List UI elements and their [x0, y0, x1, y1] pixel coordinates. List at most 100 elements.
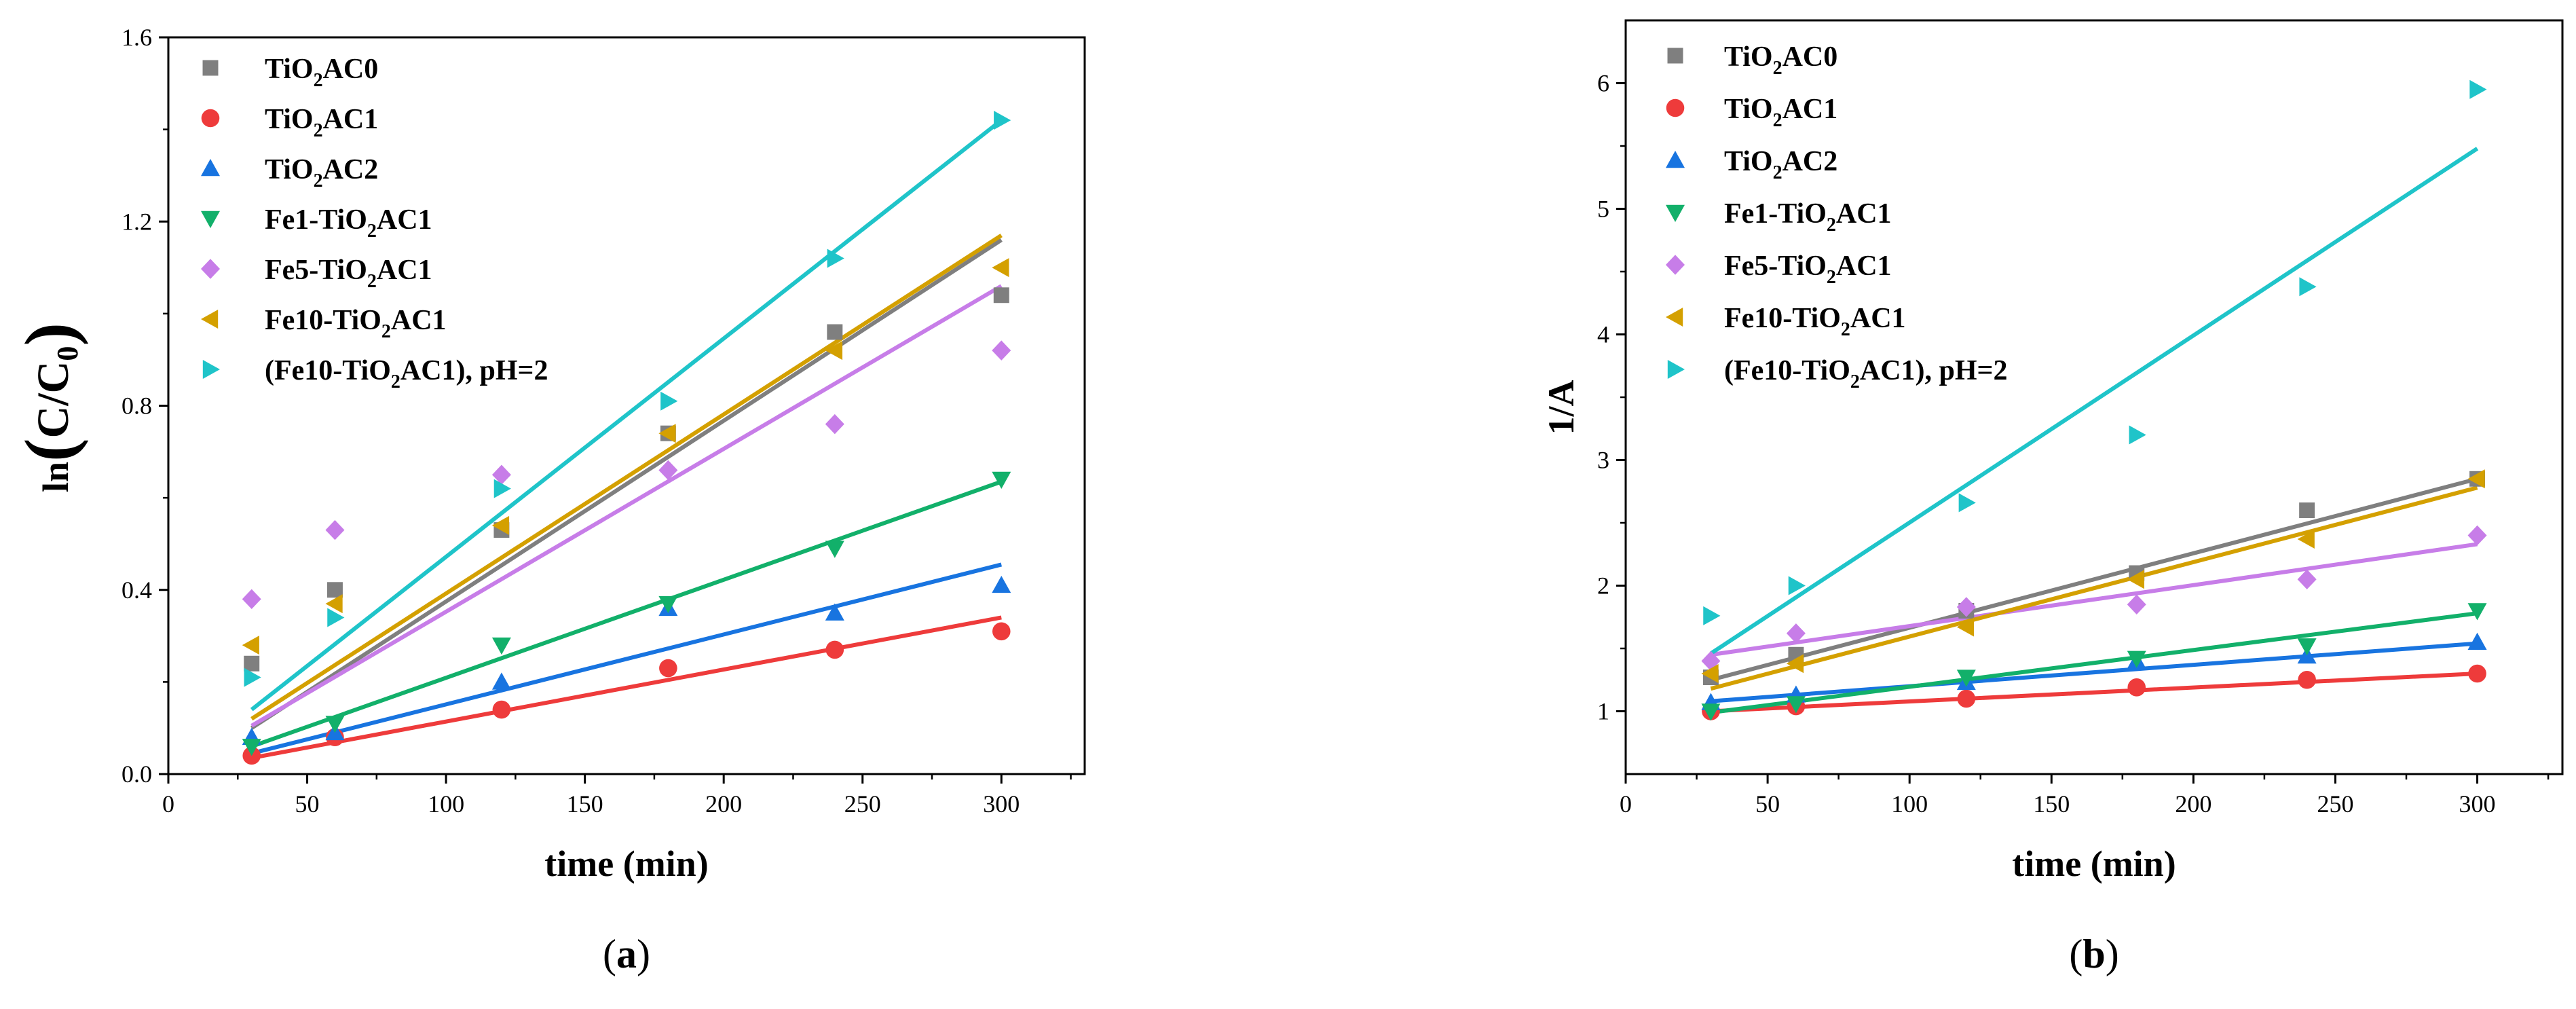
x-tick-label: 300 [983, 790, 1020, 818]
y-tick-label: 5 [1597, 196, 1609, 223]
data-point-TiO2AC0 [244, 655, 260, 672]
data-point-Fe5-TiO2AC1 [2297, 569, 2317, 589]
data-point-Fe1-TiO2AC1 [242, 739, 261, 756]
data-point-TiO2AC0 [993, 287, 1009, 304]
x-tick-label: 150 [2033, 790, 2070, 818]
plot-frame [167, 36, 1086, 775]
x-tick-label: 250 [844, 790, 881, 818]
data-point-Fe10pH2 [1958, 493, 1976, 513]
x-tick-label: 200 [2175, 790, 2211, 818]
data-point-Fe10pH2 [493, 479, 511, 498]
data-point-Fe5-TiO2AC1 [658, 460, 678, 481]
legend-label-Fe10pH2: (Fe10-TiO2AC1), pH=2 [1724, 355, 2007, 392]
data-point-Fe1-TiO2AC1 [1701, 703, 1721, 721]
data-point-Fe10pH2 [1788, 576, 1806, 595]
fit-line-Fe1-TiO2AC1 [1711, 611, 2478, 715]
y-tick-label: 1.2 [122, 208, 152, 235]
fit-line-TiO2AC2 [250, 562, 1003, 756]
data-point-Fe5-TiO2AC1 [1956, 597, 1976, 617]
legend-marker-Fe1-TiO2AC1 [1666, 204, 1685, 222]
legend-label-TiO2AC1: TiO2AC1 [265, 104, 378, 141]
legend-label-Fe5-TiO2AC1: Fe5-TiO2AC1 [1724, 251, 1892, 288]
data-point-Fe5-TiO2AC1 [325, 519, 345, 540]
data-point-Fe1-TiO2AC1 [992, 471, 1011, 489]
legend-label-Fe10-TiO2AC1: Fe10-TiO2AC1 [1724, 303, 1906, 340]
data-point-Fe10-TiO2AC1 [1786, 654, 1804, 674]
data-point-Fe10pH2 [660, 391, 678, 411]
fit-line-Fe10-TiO2AC1 [1710, 485, 2478, 691]
legend-label-TiO2AC2: TiO2AC2 [1724, 146, 1837, 183]
data-point-TiO2AC2 [491, 672, 511, 690]
data-point-Fe1-TiO2AC1 [1956, 669, 1976, 687]
data-point-Fe10-TiO2AC1 [491, 515, 510, 535]
legend-marker-TiO2AC0 [1667, 48, 1683, 64]
x-tick-label: 100 [1891, 790, 1928, 818]
fit-line-Fe10pH2 [1709, 147, 2479, 655]
fit-line-Fe1-TiO2AC1 [250, 479, 1003, 749]
fit-line-Fe5-TiO2AC1 [250, 284, 1003, 728]
panel-label: (b) [2069, 932, 2118, 976]
data-point-Fe10-TiO2AC1 [2467, 469, 2485, 489]
legend-marker-TiO2AC1 [201, 109, 220, 128]
legend-marker-Fe10-TiO2AC1 [201, 310, 219, 329]
data-point-Fe10pH2 [2299, 277, 2317, 297]
data-point-Fe10-TiO2AC1 [325, 594, 343, 614]
fit-line-Fe5-TiO2AC1 [1711, 542, 2478, 657]
data-point-TiO2AC0 [2299, 502, 2315, 518]
fit-line-TiO2AC1 [251, 615, 1002, 760]
legend-marker-Fe10pH2 [202, 360, 220, 379]
fit-line-TiO2AC0 [1710, 477, 2478, 682]
data-point-Fe10pH2 [994, 111, 1011, 130]
chart-panel-a: 0 50 100 150 200 250 300 0.0 0.4 0.8 1.2 1.6 TiO2AC0… [11, 24, 1086, 976]
data-point-Fe10pH2 [244, 667, 261, 687]
legend: TiO2AC0 TiO2AC1 TiO2AC2 Fe1-TiO2AC1 Fe5-TiO2… [201, 54, 548, 392]
data-point-Fe1-TiO2AC1 [325, 716, 345, 733]
data-point-Fe5-TiO2AC1 [1786, 623, 1806, 644]
x-tick-label: 0 [1620, 790, 1632, 818]
data-point-Fe10-TiO2AC1 [1956, 617, 1975, 637]
data-point-Fe1-TiO2AC1 [1786, 696, 1806, 714]
legend-marker-Fe1-TiO2AC1 [201, 210, 220, 228]
y-tick-label: 2 [1597, 572, 1609, 600]
data-point-Fe5-TiO2AC1 [2467, 525, 2487, 546]
data-point-Fe10-TiO2AC1 [992, 258, 1009, 278]
legend-label-Fe1-TiO2AC1: Fe1-TiO2AC1 [265, 204, 432, 242]
legend-label-TiO2AC1: TiO2AC1 [1724, 94, 1837, 131]
y-tick-label: 6 [1597, 70, 1609, 97]
y-tick-label: 1 [1597, 698, 1609, 725]
data-point-TiO2AC0 [827, 324, 843, 340]
data-point-Fe1-TiO2AC1 [658, 595, 678, 614]
legend-marker-Fe10-TiO2AC1 [1666, 308, 1683, 327]
data-point-Fe5-TiO2AC1 [992, 340, 1011, 361]
y-tick-label: 3 [1597, 447, 1609, 474]
legend-label-Fe5-TiO2AC1: Fe5-TiO2AC1 [265, 255, 432, 292]
data-point-Fe10-TiO2AC1 [825, 341, 843, 361]
data-point-TiO2AC1 [2127, 678, 2146, 697]
legend-marker-TiO2AC2 [201, 159, 220, 177]
legend-marker-TiO2AC2 [1666, 151, 1685, 168]
legend-marker-Fe5-TiO2AC1 [1666, 255, 1685, 275]
fit-line-TiO2AC1 [1711, 672, 2478, 714]
data-point-Fe1-TiO2AC1 [825, 540, 844, 558]
data-point-Fe10pH2 [2469, 79, 2487, 99]
legend: TiO2AC0 TiO2AC1 TiO2AC2 Fe1-TiO2AC1 Fe5-TiO2… [1666, 41, 2007, 392]
x-tick-label: 200 [705, 790, 742, 818]
data-point-Fe10-TiO2AC1 [1701, 664, 1719, 683]
data-point-Fe5-TiO2AC1 [242, 589, 261, 610]
data-point-TiO2AC2 [825, 603, 844, 621]
data-point-Fe1-TiO2AC1 [2127, 650, 2146, 668]
chart-panel-b: 0 50 100 150 200 250 300123456TiO2AC0TiO2AC1Ti… [1541, 19, 2564, 976]
data-point-Fe5-TiO2AC1 [2127, 594, 2146, 614]
data-point-TiO2AC2 [992, 575, 1011, 593]
data-point-TiO2AC2 [2467, 632, 2487, 650]
y-axis-title: 1/A [1541, 380, 1582, 435]
data-point-Fe10-TiO2AC1 [658, 424, 676, 443]
x-tick-label: 250 [2317, 790, 2353, 818]
fit-line-TiO2AC0 [250, 238, 1003, 730]
x-tick-label: 50 [1755, 790, 1780, 818]
data-point-TiO2AC1 [492, 700, 511, 719]
data-point-Fe10-TiO2AC1 [242, 636, 259, 655]
data-point-Fe5-TiO2AC1 [825, 414, 844, 435]
data-point-TiO2AC1 [659, 659, 677, 678]
